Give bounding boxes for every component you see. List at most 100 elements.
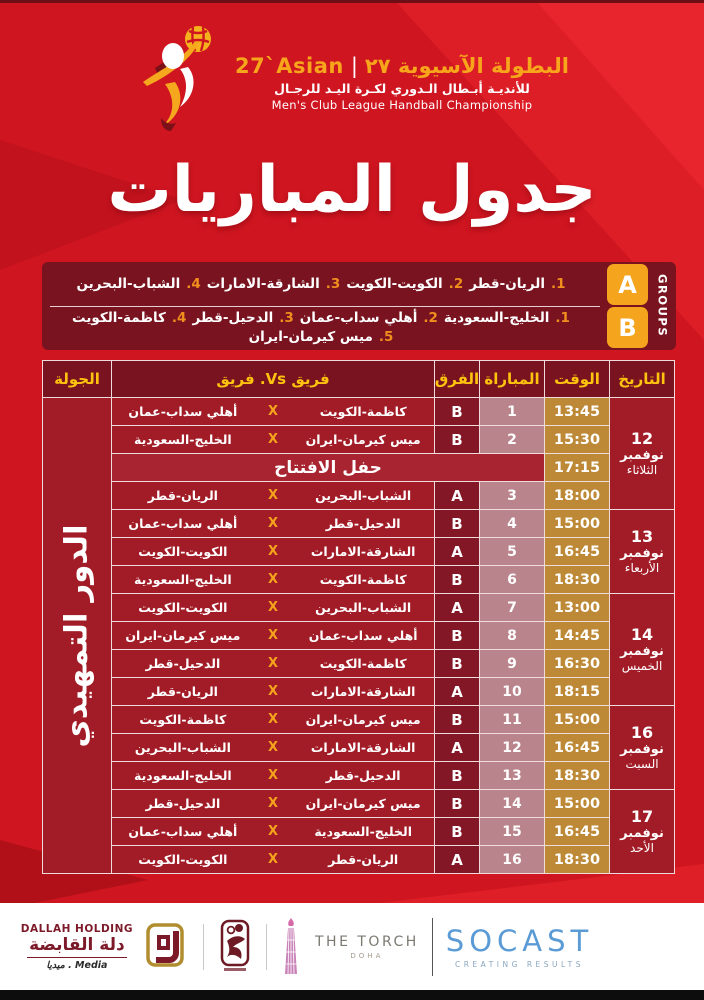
- match-group: A: [435, 594, 479, 621]
- ceremony-row: 17:15 حفل الافتتاح: [112, 454, 609, 481]
- match-row: 18:30 6 B كاظمة-الكويت X الخليج-السعودية: [112, 566, 609, 593]
- match-number: 13: [480, 762, 544, 789]
- match-number: 7: [480, 594, 544, 621]
- match-row: 18:15 10 A الشارقة-الامارات X الريان-قطر: [112, 678, 609, 705]
- match-time: 16:45: [545, 734, 609, 761]
- vs-mark: X: [267, 740, 279, 755]
- logo-text-block: 27`Asian | البطولة الآسيوية ٢٧ للأنديـة …: [235, 22, 569, 112]
- header-teams: فريق Vs. فريق: [112, 361, 434, 397]
- match-group: B: [435, 398, 479, 425]
- vs-mark: X: [267, 628, 279, 643]
- logo-subtitle-english: Men's Club League Handball Championship: [271, 98, 533, 112]
- dallah-media-tagline: Media . ميديا: [46, 959, 108, 971]
- team-right: الشباب-البحرين: [315, 488, 412, 503]
- date-cell: 13 نوفمبر الأربعاء: [610, 510, 674, 593]
- team-left: الشباب-البحرين: [134, 740, 231, 755]
- team-name: الريان-قطر: [469, 275, 545, 292]
- team-left: أهلي سداب-عمان: [128, 404, 238, 419]
- match-row: 16:30 9 B كاظمة-الكويت X الدحيل-قطر: [112, 650, 609, 677]
- team-name: كاظمة-الكويت: [72, 310, 166, 326]
- team-right: كاظمة-الكويت: [319, 404, 407, 419]
- header-group: الفرق: [435, 361, 479, 397]
- match-group: A: [435, 734, 479, 761]
- vs-mark: X: [267, 684, 279, 699]
- match-group: B: [435, 510, 479, 537]
- handball-player-icon: [143, 26, 212, 131]
- header-match: المباراة: [480, 361, 544, 397]
- team-left: الخليج-السعودية: [134, 572, 232, 587]
- team-right: ميس كيرمان-ايران: [305, 712, 421, 727]
- team-name: الشارقة-الامارات: [206, 275, 320, 292]
- match-time: 18:00: [545, 482, 609, 509]
- vs-mark: X: [267, 824, 279, 839]
- match-number: 8: [480, 622, 544, 649]
- logo-divider: |: [350, 54, 358, 78]
- match-group: B: [435, 790, 479, 817]
- header-time: الوقت: [545, 361, 609, 397]
- date-day: 16: [630, 722, 654, 742]
- match-time: 14:45: [545, 622, 609, 649]
- team-left: كاظمة-الكويت: [139, 712, 227, 727]
- match-teams: ميس كيرمان-ايران X كاظمة-الكويت: [112, 706, 434, 733]
- logo-english-title: 27`Asian: [235, 54, 344, 78]
- date-month: نوفمبر: [620, 825, 664, 841]
- match-time: 18:30: [545, 566, 609, 593]
- team-right: الشارقة-الامارات: [310, 684, 416, 699]
- group-a-teams: 1. الريان-قطر 2. الكويت-الكويت 3. الشارقة-الا…: [42, 262, 600, 306]
- table-body: 12 نوفمبر الثلاثاء 13 نوفمبر الأربعاء 14 نوفمبر…: [43, 398, 674, 873]
- match-teams: أهلي سداب-عمان X ميس كيرمان-ايران: [112, 622, 434, 649]
- groups-vertical-label: GROUPS: [655, 274, 670, 338]
- match-time: 18:15: [545, 678, 609, 705]
- match-teams: الشباب-البحرين X الريان-قطر: [112, 482, 434, 509]
- dallah-rule-line: [26, 956, 127, 958]
- team-left: الدحيل-قطر: [145, 796, 221, 811]
- date-cell: 12 نوفمبر الثلاثاء: [610, 398, 674, 509]
- match-row: 13:45 1 B كاظمة-الكويت X أهلي سداب-عمان: [112, 398, 609, 425]
- date-cell: 14 نوفمبر الخميس: [610, 594, 674, 705]
- date-weekday: الأربعاء: [624, 560, 660, 575]
- match-row: 16:45 5 A الشارقة-الامارات X الكويت-الكويت: [112, 538, 609, 565]
- match-teams: ميس كيرمان-ايران X الدحيل-قطر: [112, 790, 434, 817]
- match-time: 15:30: [545, 426, 609, 453]
- dallah-holding-text: DALLAH HOLDING دلة القابضة Media . ميديا: [21, 923, 133, 971]
- team-left: ميس كيرمان-ايران: [125, 628, 241, 643]
- match-time: 18:30: [545, 762, 609, 789]
- date-month: نوفمبر: [620, 447, 664, 463]
- date-day: 14: [630, 624, 654, 644]
- match-time: 15:00: [545, 706, 609, 733]
- vs-mark: X: [267, 516, 279, 531]
- match-teams: الدحيل-قطر X أهلي سداب-عمان: [112, 510, 434, 537]
- match-teams: الريان-قطر X الكويت-الكويت: [112, 846, 434, 873]
- team-left: أهلي سداب-عمان: [128, 516, 238, 531]
- match-number: 9: [480, 650, 544, 677]
- vs-mark: X: [267, 600, 279, 615]
- match-number: 15: [480, 818, 544, 845]
- team-left: أهلي سداب-عمان: [128, 824, 238, 839]
- match-teams: الشارقة-الامارات X الكويت-الكويت: [112, 538, 434, 565]
- team-number: 1.: [550, 275, 566, 292]
- date-day: 12: [630, 428, 654, 448]
- date-month: نوفمبر: [620, 741, 664, 757]
- match-number: 3: [480, 482, 544, 509]
- match-row: 16:45 15 B الخليج-السعودية X أهلي سداب-عمان: [112, 818, 609, 845]
- match-group: A: [435, 846, 479, 873]
- group-a-badge: A: [607, 264, 648, 305]
- vs-mark: X: [267, 768, 279, 783]
- match-group: B: [435, 762, 479, 789]
- match-schedule-table: التاريخ الوقت المباراة الفرق فريق Vs. فر…: [42, 360, 675, 874]
- match-row: 16:45 12 A الشارقة-الامارات X الشباب-البحرين: [112, 734, 609, 761]
- match-group: B: [435, 706, 479, 733]
- date-column: 12 نوفمبر الثلاثاء 13 نوفمبر الأربعاء 14 نوفمبر…: [610, 398, 674, 873]
- match-row: 15:00 4 B الدحيل-قطر X أهلي سداب-عمان: [112, 510, 609, 537]
- team-name: أهلي سداب-عمان: [299, 310, 418, 326]
- match-teams: الدحيل-قطر X الخليج-السعودية: [112, 762, 434, 789]
- date-weekday: السبت: [625, 756, 659, 771]
- date-cell: 17 نوفمبر الأحد: [610, 790, 674, 873]
- sponsor-divider: [431, 917, 433, 976]
- team-left: الدحيل-قطر: [145, 656, 221, 671]
- logo-subtitle-arabic: للأنديـة أبـطال الـدوري لكـرة اليـد للرج…: [274, 81, 530, 96]
- sponsors-bar: DALLAH HOLDING دلة القابضة Media . ميديا…: [0, 903, 704, 990]
- match-time: 16:30: [545, 650, 609, 677]
- team-left: الكويت-الكويت: [138, 852, 228, 867]
- team-name: الخليج-السعودية: [443, 310, 550, 326]
